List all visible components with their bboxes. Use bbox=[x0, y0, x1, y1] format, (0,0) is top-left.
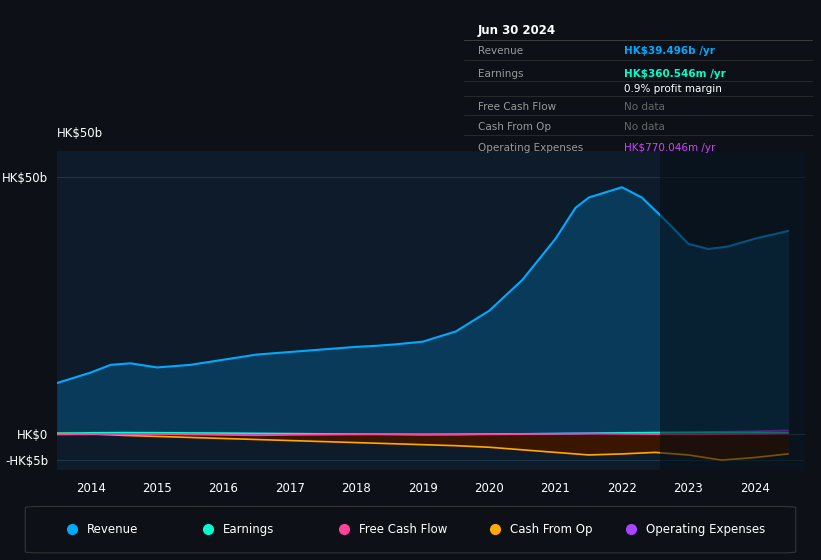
Text: 0.9% profit margin: 0.9% profit margin bbox=[624, 84, 722, 94]
Text: Cash From Op: Cash From Op bbox=[510, 522, 593, 536]
Text: Free Cash Flow: Free Cash Flow bbox=[478, 102, 556, 112]
Text: HK$770.046m /yr: HK$770.046m /yr bbox=[624, 143, 716, 153]
Bar bbox=[660, 151, 805, 470]
Text: Earnings: Earnings bbox=[478, 69, 523, 78]
Text: HK$50b: HK$50b bbox=[57, 127, 103, 140]
Text: No data: No data bbox=[624, 122, 665, 132]
Text: HK$360.546m /yr: HK$360.546m /yr bbox=[624, 69, 726, 78]
Text: No data: No data bbox=[624, 102, 665, 112]
Text: Operating Expenses: Operating Expenses bbox=[478, 143, 583, 153]
Text: Revenue: Revenue bbox=[87, 522, 139, 536]
Text: Earnings: Earnings bbox=[223, 522, 274, 536]
Text: Cash From Op: Cash From Op bbox=[478, 122, 551, 132]
Text: Jun 30 2024: Jun 30 2024 bbox=[478, 24, 556, 37]
Text: Revenue: Revenue bbox=[478, 46, 523, 57]
Text: HK$39.496b /yr: HK$39.496b /yr bbox=[624, 46, 715, 57]
Text: Operating Expenses: Operating Expenses bbox=[646, 522, 765, 536]
FancyBboxPatch shape bbox=[25, 506, 796, 553]
Text: Free Cash Flow: Free Cash Flow bbox=[359, 522, 447, 536]
